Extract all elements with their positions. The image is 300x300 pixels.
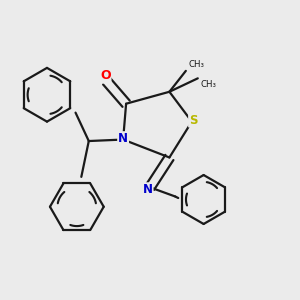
Text: N: N <box>118 132 128 145</box>
Text: O: O <box>100 69 110 82</box>
Text: N: N <box>142 183 153 196</box>
Text: S: S <box>189 114 197 127</box>
Text: CH₃: CH₃ <box>189 60 205 69</box>
Text: CH₃: CH₃ <box>201 80 217 89</box>
